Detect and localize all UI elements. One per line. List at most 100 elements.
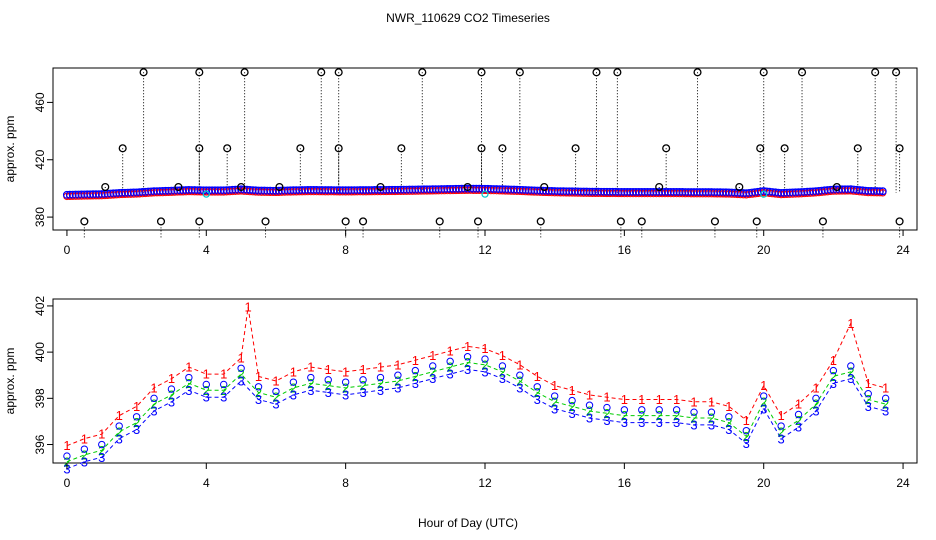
outlier-point [818,217,827,226]
outlier-point [195,68,204,77]
series-1-point: 1 [325,362,332,377]
series-1-point: 1 [63,438,70,453]
cyan-point [760,190,768,198]
series-avg-point [167,385,176,393]
series-2-point: 2 [812,397,819,412]
series-avg-point [237,364,245,372]
series-1-point: 1 [656,392,663,407]
outlier-point [637,217,646,226]
series-1-point: 1 [377,360,384,375]
series-avg-point [132,413,141,421]
series-1-point: 1 [603,390,610,405]
series-1-point: 1 [847,316,854,331]
y-tick-label: 396 [33,434,47,454]
series-1-point: 1 [342,364,349,379]
series-2-point: 2 [133,415,140,430]
series-1-point: 1 [725,399,732,414]
series-3-point: 3 [133,422,140,437]
series-2-point: 2 [865,392,872,407]
series-2-point: 2 [307,376,314,391]
series-avg-point [638,406,646,414]
series-2-point: 2 [185,376,192,391]
outlier-point [275,182,284,192]
series-2-point: 2 [377,376,384,391]
series-avg-point [429,362,437,370]
outlier-point [334,144,343,153]
series-3-point: 3 [621,415,628,430]
x-tick-label: 8 [342,476,349,490]
series-3-point: 3 [882,404,889,419]
x-tick-label: 12 [478,476,492,490]
series-1-point: 1 [708,394,715,409]
outlier-point [515,68,524,77]
x-tick-label: 24 [896,476,910,490]
series-3-point: 3 [586,411,593,426]
outlier-point [296,144,305,153]
x-tick-label: 20 [757,476,771,490]
series-avg-point [516,371,524,379]
bottom-y-axis: 396 398 400 402 [33,296,53,455]
top-y-axis-label: approx. ppm [3,116,17,183]
series-1-line [66,307,886,447]
series-1-point: 1 [81,431,88,446]
series-3-point: 3 [81,454,88,469]
series-1-point: 1 [621,392,628,407]
outlier-point [317,68,326,77]
outlier-point [118,144,127,153]
series-2-point: 2 [621,408,628,423]
series-2-point: 2 [290,380,297,395]
series-2-point: 2 [238,367,245,382]
series-avg-point [829,366,838,375]
x-tick-label: 4 [203,476,210,490]
top-y-axis: 380 420 460 [33,92,53,227]
series-2-point: 2 [656,408,663,423]
series-1-point: 1 [812,380,819,395]
series-3-point: 3 [690,417,697,432]
y-tick-label: 400 [33,342,47,362]
outlier-point [240,68,249,77]
x-tick-label: 12 [478,243,492,257]
series-1-point: 1 [116,408,123,423]
series-avg-point [394,371,402,379]
series-1-point: 1 [203,367,210,382]
outlier-point [139,68,148,77]
series-avg-point [307,373,315,382]
outlier-point [80,217,89,226]
series-1-point: 1 [690,394,697,409]
series-3-point: 3 [551,401,558,416]
series-3-point: 3 [185,383,192,398]
series-2-point: 2 [429,364,436,379]
outlier-point [613,68,622,77]
series-3-point: 3 [412,376,419,391]
series-2-point: 2 [778,424,785,439]
series-2-point: 2 [725,415,732,430]
series-2-point: 2 [464,355,471,370]
series-avg-point [341,378,350,386]
series-avg-point [80,445,89,453]
outlier-point [498,144,507,153]
series-1-point: 1 [412,353,419,368]
series-2-point: 2 [743,429,750,444]
series-3-point: 3 [743,436,750,451]
series-1-point: 1 [795,397,802,412]
series-2-point: 2 [481,357,488,372]
series-avg-point [655,406,663,414]
series-3-point: 3 [603,413,610,428]
series-3-point: 3 [499,371,506,386]
series-3-point: 3 [638,415,645,430]
outlier-point [195,217,204,226]
outlier-point [759,68,768,77]
outlier-point [397,144,406,153]
outlier-point [261,217,270,226]
series-2-point: 2 [447,360,454,375]
baseline-point-blue [878,187,887,196]
cyan-point [202,190,210,198]
series-3-point: 3 [516,380,523,395]
outlier-point [780,144,789,153]
series-2-point: 2 [272,390,279,405]
series-2-point: 2 [150,397,157,412]
series-2-point: 2 [499,364,506,379]
chart-title: NWR_110629 CO2 Timeseries [386,11,550,25]
top-x-axis: 0 4 8 12 16 20 24 [64,230,910,257]
